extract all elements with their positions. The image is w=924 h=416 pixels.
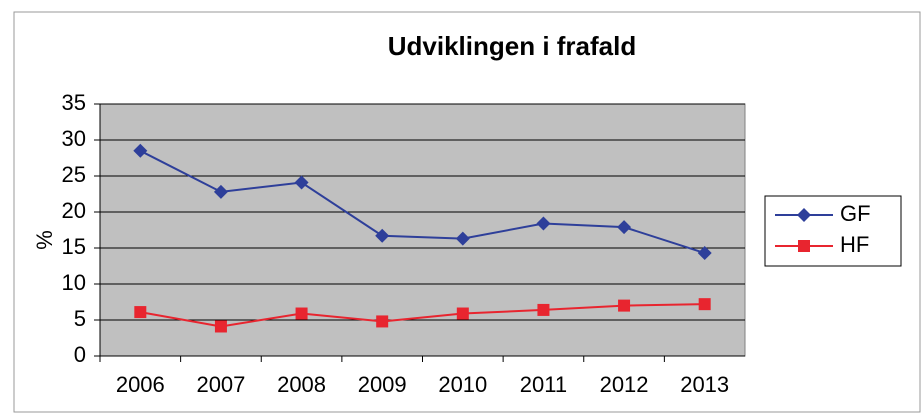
data-point xyxy=(214,320,227,333)
y-tick-label: 30 xyxy=(62,126,86,151)
data-point xyxy=(698,298,711,311)
y-tick-label: 20 xyxy=(62,198,86,223)
data-point xyxy=(213,184,228,199)
data-point xyxy=(375,228,390,243)
data-point xyxy=(618,299,631,312)
data-point xyxy=(376,315,389,328)
y-axis-label: % xyxy=(32,230,57,250)
x-tick-label: 2007 xyxy=(196,372,245,397)
y-tick-label: 10 xyxy=(62,270,86,295)
x-tick-label: 2009 xyxy=(358,372,407,397)
series-line xyxy=(139,149,705,254)
y-tick-label: 0 xyxy=(74,342,86,367)
data-point xyxy=(455,231,470,246)
legend-label: HF xyxy=(840,232,869,257)
data-point xyxy=(134,306,147,319)
x-tick-label: 2012 xyxy=(600,372,649,397)
data-point xyxy=(295,307,308,320)
data-point xyxy=(617,220,632,235)
data-point xyxy=(456,307,469,320)
y-tick-label: 35 xyxy=(62,90,86,115)
data-point xyxy=(133,143,148,158)
data-point xyxy=(697,246,712,261)
legend-box xyxy=(764,195,902,267)
data-point xyxy=(294,175,309,190)
data-point xyxy=(537,303,550,316)
plot-area xyxy=(99,103,746,357)
legend-marker xyxy=(797,208,811,222)
x-tick-label: 2006 xyxy=(116,372,165,397)
x-tick-label: 2011 xyxy=(520,372,567,397)
chart-title: Udviklingen i frafald xyxy=(388,31,637,61)
x-tick-label: 2008 xyxy=(277,372,326,397)
y-tick-label: 5 xyxy=(74,306,86,331)
x-tick-label: 2010 xyxy=(438,372,487,397)
series-line xyxy=(140,303,705,328)
y-tick-label: 25 xyxy=(62,162,86,187)
x-tick-label: 2013 xyxy=(680,372,729,397)
y-tick-label: 15 xyxy=(62,234,86,259)
data-point xyxy=(536,216,551,231)
legend-label: GF xyxy=(840,201,871,226)
legend-marker xyxy=(798,240,810,252)
